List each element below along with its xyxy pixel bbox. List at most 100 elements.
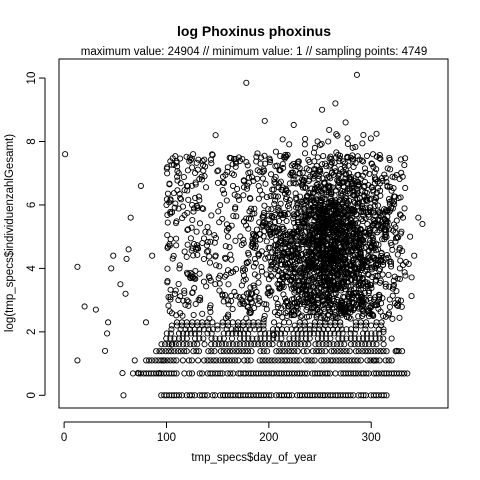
data-point: [358, 216, 365, 223]
data-point: [301, 319, 308, 326]
data-point: [224, 330, 232, 337]
data-point: [298, 213, 305, 220]
data-point: [294, 163, 301, 170]
data-point: [232, 266, 240, 273]
data-point: [343, 326, 350, 333]
data-point: [160, 357, 167, 364]
data-point: [380, 392, 387, 399]
data-point: [287, 357, 294, 364]
data-point: [315, 289, 322, 296]
data-point: [364, 279, 371, 286]
data-point: [230, 171, 237, 178]
data-point: [296, 224, 303, 231]
data-point: [324, 290, 331, 297]
data-point: [305, 313, 313, 320]
data-point: [285, 260, 292, 267]
data-point: [307, 322, 314, 329]
data-point: [263, 301, 270, 308]
data-point: [262, 357, 269, 364]
data-point: [305, 236, 312, 243]
data-point: [264, 290, 271, 297]
data-point: [290, 121, 297, 129]
data-point: [212, 132, 219, 139]
data-point: [184, 167, 191, 174]
data-point: [173, 312, 180, 319]
data-point: [317, 256, 324, 263]
data-point: [381, 370, 388, 377]
data-point: [295, 310, 302, 317]
data-point: [215, 167, 222, 174]
data-point: [187, 326, 194, 333]
data-point: [374, 272, 381, 279]
data-point: [236, 341, 243, 348]
data-point: [196, 330, 203, 337]
data-point: [342, 307, 349, 314]
data-point: [399, 173, 406, 180]
data-point: [255, 252, 262, 259]
data-point: [197, 294, 204, 301]
data-point: [397, 230, 404, 237]
data-point: [324, 370, 331, 377]
data-point: [245, 370, 252, 377]
data-point: [210, 357, 217, 364]
data-point: [286, 141, 293, 148]
data-point: [320, 260, 327, 267]
data-point: [219, 186, 226, 194]
data-point: [164, 170, 171, 177]
data-point: [165, 341, 172, 348]
data-point: [280, 341, 287, 348]
data-point: [376, 154, 383, 161]
data-point: [378, 175, 386, 182]
data-point: [316, 212, 323, 219]
data-point: [318, 293, 325, 301]
data-point: [345, 210, 352, 217]
data-point: [309, 283, 316, 290]
data-point: [283, 341, 291, 348]
data-point: [382, 280, 389, 288]
data-point: [298, 297, 305, 304]
data-point: [193, 348, 200, 355]
data-point: [238, 296, 245, 303]
data-point: [172, 200, 179, 207]
data-point: [279, 348, 286, 355]
data-point: [335, 215, 342, 223]
data-point: [358, 298, 365, 305]
data-point: [305, 341, 312, 348]
data-point: [345, 249, 352, 256]
data-point: [219, 357, 227, 364]
data-point: [326, 155, 333, 162]
data-point: [330, 282, 337, 289]
data-point: [276, 322, 283, 329]
data-point: [370, 186, 377, 194]
data-point: [349, 206, 356, 213]
data-point: [199, 205, 206, 212]
data-point: [330, 341, 337, 348]
data-point: [385, 271, 392, 279]
data-point: [317, 168, 324, 175]
data-point: [214, 370, 221, 377]
data-point: [361, 184, 368, 191]
data-point: [378, 322, 385, 329]
data-point: [216, 357, 223, 364]
data-points-group: [62, 71, 426, 399]
data-point: [300, 282, 307, 289]
data-point: [286, 335, 293, 342]
data-point: [347, 330, 354, 337]
data-point: [278, 261, 285, 268]
data-point: [183, 330, 190, 337]
data-point: [320, 292, 327, 299]
data-point: [311, 357, 318, 364]
data-point: [334, 348, 341, 355]
data-point: [92, 306, 99, 313]
data-point: [200, 255, 207, 263]
data-point: [392, 235, 399, 242]
data-point: [188, 155, 195, 162]
data-point: [171, 335, 178, 342]
data-point: [415, 214, 422, 221]
data-point: [236, 348, 243, 355]
data-point: [364, 357, 371, 364]
data-point: [371, 212, 378, 219]
data-point: [311, 170, 318, 177]
data-point: [303, 306, 310, 313]
data-point: [217, 348, 224, 355]
